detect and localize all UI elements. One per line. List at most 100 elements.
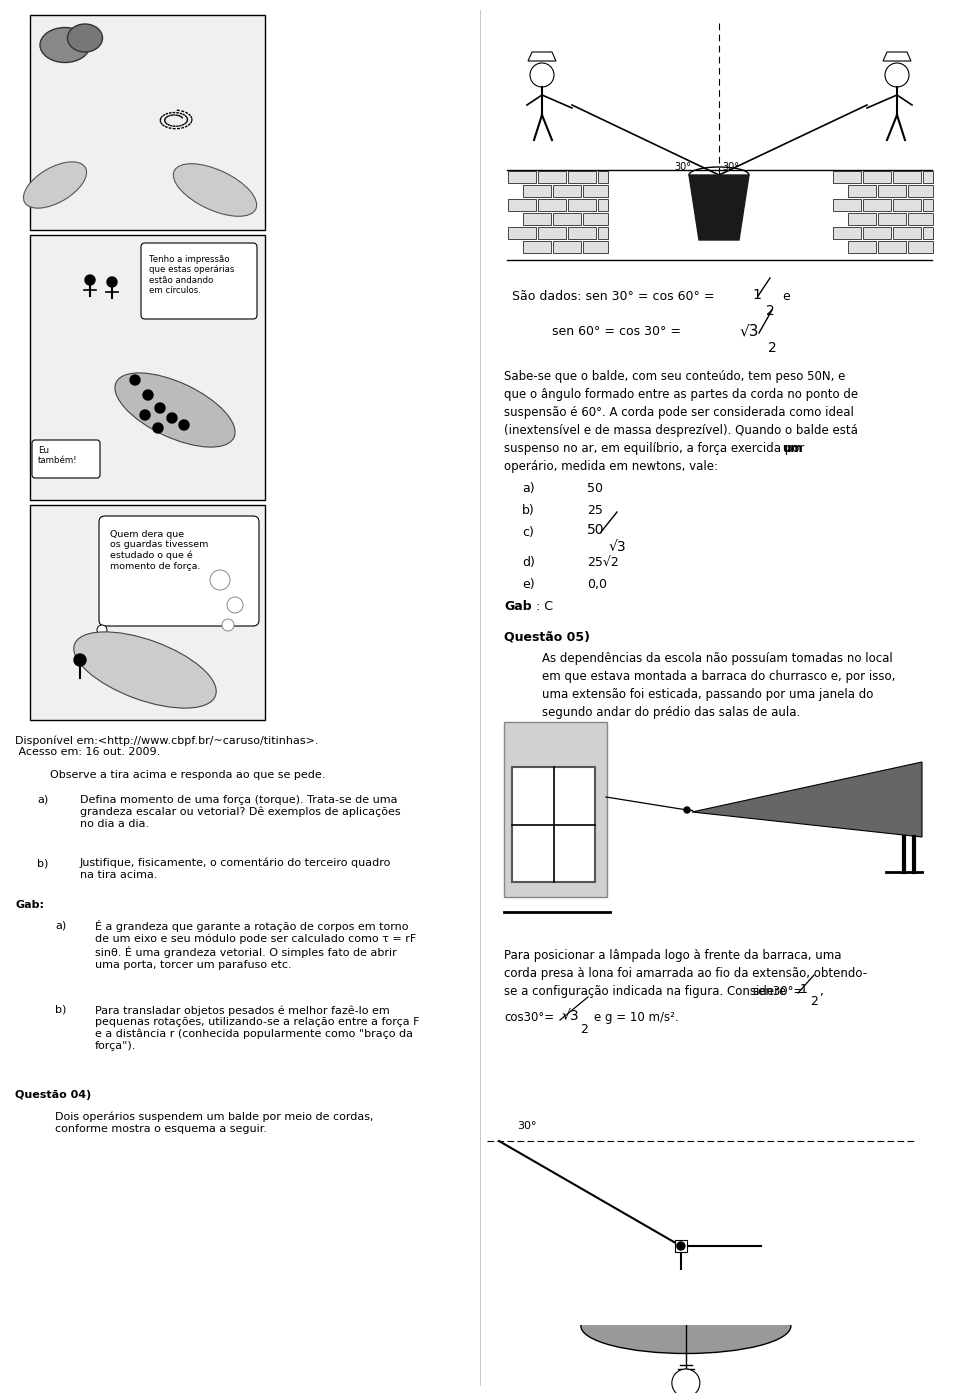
Bar: [30, 15, 265, 230]
Text: √3: √3: [609, 540, 627, 554]
Text: Dois operários suspendem um balde por meio de cordas,
conforme mostra o esquema : Dois operários suspendem um balde por me…: [55, 1112, 373, 1134]
Circle shape: [85, 649, 91, 655]
Bar: [893, 227, 921, 240]
Text: a): a): [37, 795, 48, 805]
Bar: [579, 1270, 793, 1325]
Ellipse shape: [581, 1298, 791, 1354]
Bar: [675, 1240, 686, 1252]
Text: se a configuração indicada na figura. Considere: se a configuração indicada na figura. Co…: [504, 985, 786, 997]
Circle shape: [91, 638, 99, 646]
Bar: [512, 768, 595, 882]
Bar: [568, 227, 596, 240]
Text: b): b): [55, 1004, 66, 1015]
Bar: [538, 199, 566, 210]
Text: segundo andar do prédio das salas de aula.: segundo andar do prédio das salas de aul…: [542, 706, 801, 719]
Bar: [553, 213, 581, 226]
Bar: [848, 241, 876, 254]
Text: Quem dera que
os guardas tivessem
estudado o que é
momento de força.: Quem dera que os guardas tivessem estuda…: [110, 529, 208, 571]
Bar: [878, 213, 906, 226]
Bar: [923, 199, 933, 210]
Text: 30°: 30°: [517, 1121, 537, 1131]
Circle shape: [222, 618, 234, 631]
Bar: [504, 722, 607, 897]
Circle shape: [97, 625, 107, 635]
Text: sen30°=: sen30°=: [752, 985, 804, 997]
Text: É a grandeza que garante a rotação de corpos em torno
de um eixo e seu módulo po: É a grandeza que garante a rotação de co…: [95, 919, 417, 970]
Bar: [523, 213, 551, 226]
Bar: [848, 213, 876, 226]
Ellipse shape: [74, 632, 216, 708]
Bar: [538, 171, 566, 182]
Circle shape: [155, 403, 165, 412]
Text: cos30°=: cos30°=: [504, 1011, 554, 1024]
Bar: [878, 185, 906, 196]
Bar: [508, 199, 536, 210]
Text: São dados: sen 30° = cos 60° =: São dados: sen 30° = cos 60° =: [512, 290, 718, 304]
Text: a): a): [55, 919, 66, 931]
Text: Justifique, fisicamente, o comentário do terceiro quadro
na tira acima.: Justifique, fisicamente, o comentário do…: [80, 858, 392, 880]
Text: Disponível em:<http://www.cbpf.br/~caruso/titinhas>.
 Acesso em: 16 out. 2009.: Disponível em:<http://www.cbpf.br/~carus…: [15, 736, 319, 758]
Circle shape: [143, 390, 153, 400]
Bar: [863, 227, 891, 240]
Text: em que estava montada a barraca do churrasco e, por isso,: em que estava montada a barraca do churr…: [542, 670, 896, 683]
Text: b): b): [37, 858, 48, 868]
Circle shape: [153, 423, 163, 433]
Text: d): d): [522, 556, 535, 568]
Text: 30°: 30°: [722, 162, 739, 171]
Text: sen 60° = cos 30° =: sen 60° = cos 30° =: [552, 325, 685, 338]
Text: uma extensão foi esticada, passando por uma janela do: uma extensão foi esticada, passando por …: [542, 688, 874, 701]
Text: Para posicionar a lâmpada logo à frente da barraca, uma: Para posicionar a lâmpada logo à frente …: [504, 949, 842, 963]
Bar: [598, 171, 608, 182]
Bar: [863, 199, 891, 210]
Circle shape: [107, 277, 117, 287]
Text: operário, medida em newtons, vale:: operário, medida em newtons, vale:: [504, 460, 718, 474]
Bar: [878, 241, 906, 254]
Text: 2: 2: [580, 1022, 588, 1036]
Polygon shape: [689, 176, 749, 240]
Text: (inextensível e de massa desprezível). Quando o balde está: (inextensível e de massa desprezível). Q…: [504, 423, 858, 437]
Text: 1: 1: [800, 983, 808, 996]
Circle shape: [677, 1243, 684, 1250]
Circle shape: [227, 598, 243, 613]
Bar: [908, 241, 933, 254]
Text: 2: 2: [766, 304, 775, 318]
Circle shape: [179, 421, 189, 430]
Circle shape: [130, 375, 140, 384]
Bar: [848, 185, 876, 196]
Text: 2: 2: [810, 995, 818, 1009]
Text: Observe a tira acima e responda ao que se pede.: Observe a tira acima e responda ao que s…: [50, 770, 325, 780]
Bar: [833, 199, 861, 210]
Text: Eu
também!: Eu também!: [38, 446, 78, 465]
Bar: [553, 185, 581, 196]
Text: 25: 25: [587, 504, 603, 517]
Bar: [30, 506, 265, 720]
Polygon shape: [883, 52, 911, 61]
Text: a): a): [522, 482, 535, 495]
Circle shape: [530, 63, 554, 86]
Ellipse shape: [67, 24, 103, 52]
Text: Questão 05): Questão 05): [504, 630, 590, 644]
Text: Defina momento de uma força (torque). Trata-se de uma
grandeza escalar ou vetori: Defina momento de uma força (torque). Tr…: [80, 795, 400, 829]
FancyBboxPatch shape: [32, 440, 100, 478]
Circle shape: [167, 412, 177, 423]
Text: suspensão é 60°. A corda pode ser considerada como ideal: suspensão é 60°. A corda pode ser consid…: [504, 405, 853, 419]
Text: 25√2: 25√2: [587, 556, 619, 568]
Circle shape: [672, 1369, 700, 1393]
Bar: [908, 213, 933, 226]
Bar: [538, 227, 566, 240]
Bar: [833, 171, 861, 182]
Bar: [908, 185, 933, 196]
Bar: [508, 171, 536, 182]
Text: 0,0: 0,0: [587, 578, 607, 591]
Text: Tenho a impressão
que estas operárias
estão andando
em círculos.: Tenho a impressão que estas operárias es…: [149, 255, 234, 295]
Bar: [583, 241, 608, 254]
Bar: [568, 199, 596, 210]
Text: que o ângulo formado entre as partes da corda no ponto de: que o ângulo formado entre as partes da …: [504, 389, 858, 401]
Text: b): b): [522, 504, 535, 517]
Text: e: e: [782, 290, 790, 304]
Bar: [598, 227, 608, 240]
Text: 50: 50: [587, 482, 603, 495]
Text: um: um: [782, 442, 803, 456]
Circle shape: [74, 653, 86, 666]
Text: 1: 1: [752, 288, 761, 302]
